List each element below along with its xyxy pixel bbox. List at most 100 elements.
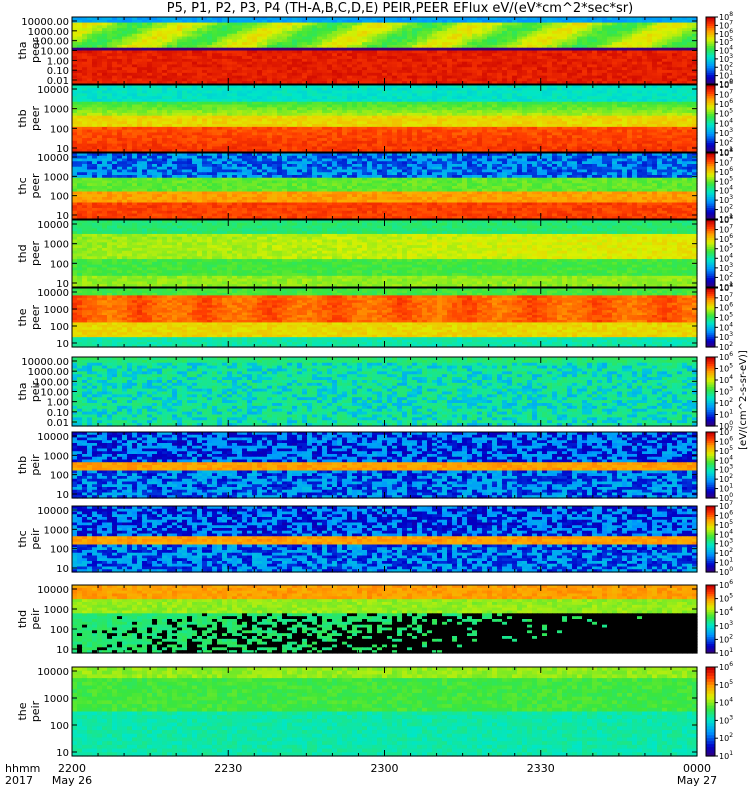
y-tick-label: 1000	[44, 605, 69, 616]
y-tick-label: 1000	[44, 525, 69, 536]
colorbar-tick: 104	[719, 697, 733, 708]
product-label: peer	[29, 38, 42, 64]
colorbar-tick: 102	[719, 397, 733, 408]
colorbar-tick: 104	[719, 606, 733, 617]
y-tick-label: 0.01	[47, 418, 69, 429]
x-date-label: May 26	[52, 774, 92, 787]
product-label: peir	[29, 700, 42, 722]
product-label: peer	[29, 305, 42, 331]
colorbar-tick: 103	[719, 386, 733, 397]
x-tick-label: 2230	[214, 762, 242, 775]
y-tick-label: 10000	[37, 506, 69, 517]
probe-label: thc	[16, 530, 29, 547]
y-tick-label: 100	[50, 625, 69, 636]
colorbar-tick: 104	[719, 374, 733, 385]
panel-label: thd peer	[16, 241, 42, 267]
probe-label: thb	[16, 456, 29, 474]
product-label: peer	[29, 106, 42, 132]
product-label: peir	[29, 380, 42, 402]
y-tick-label: 1000	[44, 105, 69, 116]
x-row2-label: 2017	[5, 774, 33, 787]
panel-label: tha peir	[16, 380, 42, 402]
y-tick-label: 10000	[37, 153, 69, 164]
panel-the-peer: 10000 1000 100 10 the peer 1021031041051061071…	[16, 282, 733, 352]
y-tick-label: 10000	[37, 667, 69, 678]
probe-label: the	[16, 308, 29, 326]
panel-label: thd peir	[16, 608, 42, 630]
probe-label: thb	[16, 109, 29, 127]
product-label: peer	[29, 173, 42, 199]
product-label: peir	[29, 454, 42, 476]
panel-thc-peir: 10000 1000 100 10 thc peir 1001011021031041051…	[16, 500, 733, 577]
y-tick-label: 10000	[37, 432, 69, 443]
colorbar-tick: 102	[719, 732, 733, 743]
colorbar-tick: 105	[719, 679, 733, 690]
colorbar-tick: 105	[719, 593, 733, 604]
y-tick-label: 1000	[44, 305, 69, 316]
colorbar-tick: 100	[719, 566, 733, 577]
panel-label: the peer	[16, 305, 42, 331]
y-tick-label: 10	[56, 748, 69, 759]
colorbar-tick: 101	[719, 647, 733, 658]
product-label: peir	[29, 528, 42, 550]
panel-label: thc peir	[16, 528, 42, 550]
y-tick-label: 1000	[44, 694, 69, 705]
x-tick-label: 2300	[371, 762, 399, 775]
y-tick-label: 100	[50, 259, 69, 270]
y-tick-label: 10000	[37, 220, 69, 231]
y-tick-label: 10000	[37, 288, 69, 299]
y-tick-label: 100	[50, 545, 69, 556]
panel-tha-peer: 10000.001000.00100.0010.001.000.100.01th…	[16, 11, 733, 89]
panel-label: thb peir	[16, 454, 42, 476]
y-tick-label: 10000	[37, 85, 69, 96]
y-tick-label: 1000	[44, 451, 69, 462]
probe-label: tha	[16, 41, 29, 59]
colorbar-tick: 102	[719, 633, 733, 644]
probe-label: thc	[16, 177, 29, 194]
panel-label: tha peer	[16, 38, 42, 64]
y-tick-label: 1000	[44, 240, 69, 251]
x-tick-label: 2330	[527, 762, 555, 775]
colorbar-tick: 106	[719, 661, 733, 672]
y-tick-label: 1000	[44, 172, 69, 183]
y-tick-label: 100	[50, 322, 69, 333]
probe-label: thd	[16, 244, 29, 262]
y-tick-label: 10000	[37, 585, 69, 596]
y-tick-label: 100	[50, 124, 69, 135]
colorbar-tick: 106	[719, 579, 733, 590]
probe-label: thd	[16, 610, 29, 628]
colorbar: 101 102 103 104 105 106	[706, 661, 733, 761]
y-tick-label: 100	[50, 192, 69, 203]
product-label: peir	[29, 608, 42, 630]
y-tick-label: 100	[50, 721, 69, 732]
y-tick-label: 10	[56, 339, 69, 350]
colorbar-tick: 101	[719, 750, 733, 761]
colorbar-units: [eV/(cm^2-s-sr-eV)]	[738, 350, 749, 450]
x-date-label: May 27	[677, 774, 717, 787]
colorbar-tick: 101	[719, 409, 733, 420]
product-label: peer	[29, 241, 42, 267]
panel-tha-peir: 10000.001000.00100.0010.001.000.100.01th…	[16, 351, 733, 431]
y-tick-label: 10	[56, 564, 69, 575]
y-tick-label: 10	[56, 490, 69, 501]
probe-label: tha	[16, 382, 29, 400]
colorbar-tick: 106	[719, 351, 733, 362]
colorbar-tick: 103	[719, 714, 733, 725]
